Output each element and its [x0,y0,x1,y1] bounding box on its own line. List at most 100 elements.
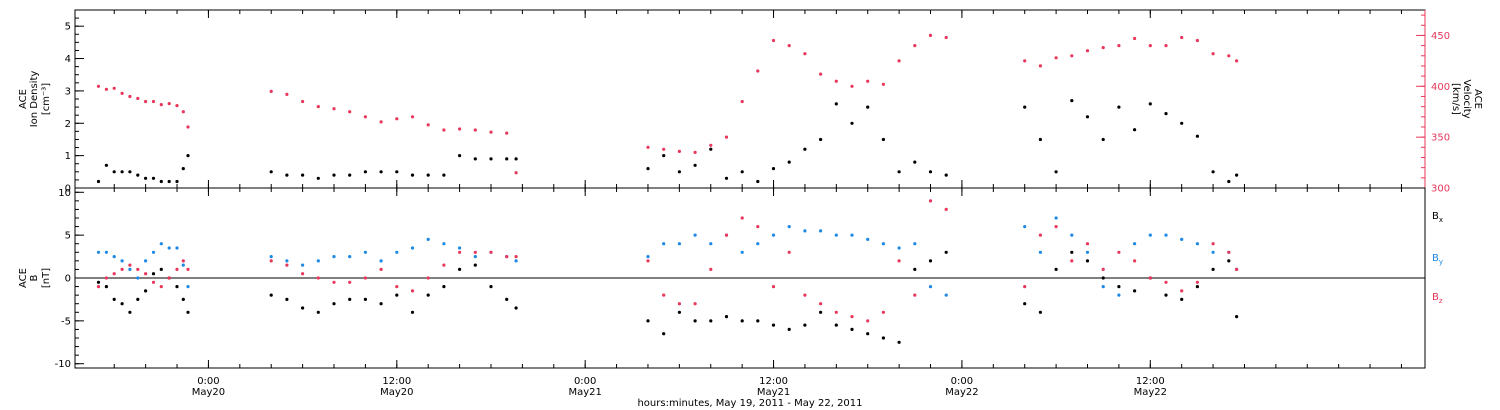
legend-by: By [1432,253,1443,266]
density-point [181,167,185,171]
velocity-point [104,87,108,91]
bx-point [395,293,399,297]
density-point [136,173,140,177]
bx-point [473,263,477,267]
date-tick-label: May21 [757,387,790,398]
bz-point [363,276,367,280]
bx-point [181,297,185,301]
bz-point [186,267,190,271]
bz-point [1133,259,1137,263]
time-tick-label: 0:00 [197,376,219,387]
velocity-point [803,52,807,56]
bx-point [301,306,305,310]
bz-point [379,267,383,271]
velocity-point [458,127,462,131]
bx-point [1085,259,1090,263]
velocity-point [1117,44,1121,48]
density-point [1235,173,1239,177]
by-point [1023,225,1027,229]
bz-point [709,267,713,271]
bz-point [136,267,140,271]
velocity-point [159,103,163,107]
bx-point [332,302,336,306]
by-point [646,255,650,259]
by-point [301,263,305,267]
by-point [1038,250,1042,254]
bx-point [724,315,729,319]
by-point [677,242,682,246]
bx-point [662,332,666,336]
by-point [395,250,399,254]
bx-point [756,319,760,323]
time-tick-label: 0:00 [574,376,596,387]
bz-point [944,207,948,211]
density-point [128,170,132,174]
legend-bx-base: B [1432,211,1439,222]
b-tick-label: 5 [65,231,71,242]
velocity-point [1133,36,1137,41]
velocity-point [1211,52,1215,56]
density-point [1038,137,1042,142]
bz-point [514,255,518,259]
velocity-point [410,115,415,119]
by-point [104,250,108,254]
density-tick-label: 5 [65,22,71,33]
by-point [771,233,776,237]
bx-point [96,280,101,284]
velocity-point [944,35,948,40]
velocity-point [301,99,305,104]
velocity-tick-label: 350 [1431,133,1450,144]
velocity-point [1148,44,1152,48]
bz-point [881,310,886,314]
density-axis-label-unit: [cm⁻³] [41,83,52,115]
bx-point [740,319,744,323]
by-point [410,246,415,250]
bx-point [186,310,190,314]
by-point [112,255,116,259]
by-point [693,233,697,237]
velocity-point [646,145,650,149]
velocity-tick-label: 400 [1431,82,1450,93]
density-point [1148,102,1152,106]
bz-point [96,285,101,289]
velocity-point [128,94,132,99]
by-point [1148,233,1152,237]
density-point [1227,179,1231,184]
density-tick-label: 1 [65,151,71,162]
bx-point [1038,310,1042,314]
b-axis-label-line2: B [29,274,40,281]
velocity-point [379,120,383,124]
by-point [1164,233,1168,237]
by-point [897,246,901,250]
bz-point [803,293,807,297]
velocity-point [186,125,190,129]
density-point [473,157,477,161]
density-point [1054,170,1058,174]
legend-by-base: B [1432,253,1439,264]
plasma-panel: 0 1 2 3 4 5 300 350 400 450 ACE Ion Density [cm⁻… [18,9,1483,195]
velocity-point [771,38,776,43]
by-point [96,250,101,254]
bz-point [104,276,108,280]
by-point [269,255,273,259]
bz-point [646,259,650,263]
velocity-point [850,84,854,88]
bz-point [112,272,116,276]
by-point [913,242,917,246]
velocity-point [677,149,682,153]
by-point [167,246,171,250]
bx-point [850,327,854,331]
bz-point [426,276,430,280]
density-point [850,121,854,125]
velocity-point [112,86,116,90]
legend: Bx By Bz [1432,211,1443,305]
date-tick-label: May20 [192,387,225,398]
velocity-point [787,44,791,48]
density-tick-label: 2 [65,119,71,130]
density-point [693,163,697,167]
density-point [159,179,163,184]
b-axis-label-line1: ACE [18,268,29,288]
density-point [332,173,336,177]
magnetic-field-data-marks [96,199,1239,344]
